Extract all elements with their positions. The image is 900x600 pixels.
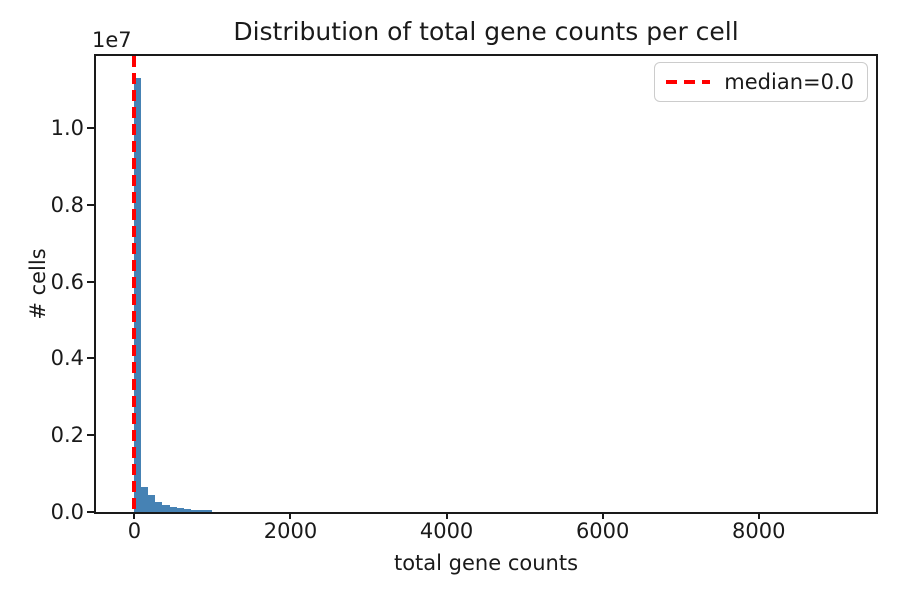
x-tick-label: 8000 — [732, 519, 786, 543]
y-tick-mark — [87, 127, 94, 129]
chart-title: Distribution of total gene counts per ce… — [233, 17, 739, 46]
y-tick-label: 0.4 — [50, 346, 84, 371]
y-tick-label: 0.6 — [50, 269, 84, 294]
median-line — [132, 56, 137, 512]
y-tick-label: 0.8 — [50, 192, 84, 217]
histogram-bar — [134, 78, 142, 512]
x-tick-mark — [133, 512, 136, 519]
histogram-bar — [183, 509, 191, 512]
plot-area: median=0.0 — [94, 54, 878, 514]
y-tick-mark — [87, 511, 94, 513]
y-tick-mark — [87, 434, 94, 437]
x-tick-label: 2000 — [263, 519, 318, 543]
legend-label: median=0.0 — [724, 70, 854, 94]
histogram-bar — [197, 510, 205, 512]
y-tick-label: 0.0 — [50, 500, 84, 524]
x-tick-mark — [757, 512, 760, 519]
histogram-bar — [155, 501, 163, 512]
x-axis-label: total gene counts — [393, 551, 579, 575]
legend: median=0.0 — [654, 62, 868, 102]
x-tick-mark — [289, 512, 292, 519]
y-tick-mark — [87, 280, 94, 283]
x-tick-mark — [601, 512, 604, 519]
y-tick-label: 1.0 — [50, 116, 84, 140]
y-axis-offset-label: 1e7 — [92, 28, 132, 52]
histogram-bars — [96, 56, 876, 512]
histogram-bar — [148, 495, 156, 512]
histogram-bar — [190, 509, 198, 512]
histogram-bar — [162, 504, 170, 512]
histogram-bar — [176, 508, 184, 512]
y-tick-label: 0.2 — [50, 423, 84, 448]
x-tick-label: 4000 — [419, 519, 474, 543]
dashed-line-icon — [666, 80, 711, 84]
histogram-bar — [169, 507, 177, 512]
histogram-bar — [204, 510, 212, 512]
histogram-bar — [141, 487, 149, 512]
y-tick-mark — [87, 357, 94, 360]
x-tick-label: 6000 — [575, 519, 630, 543]
x-tick-label: 0 — [127, 519, 142, 543]
x-tick-mark — [445, 512, 448, 519]
y-tick-mark — [87, 203, 94, 206]
